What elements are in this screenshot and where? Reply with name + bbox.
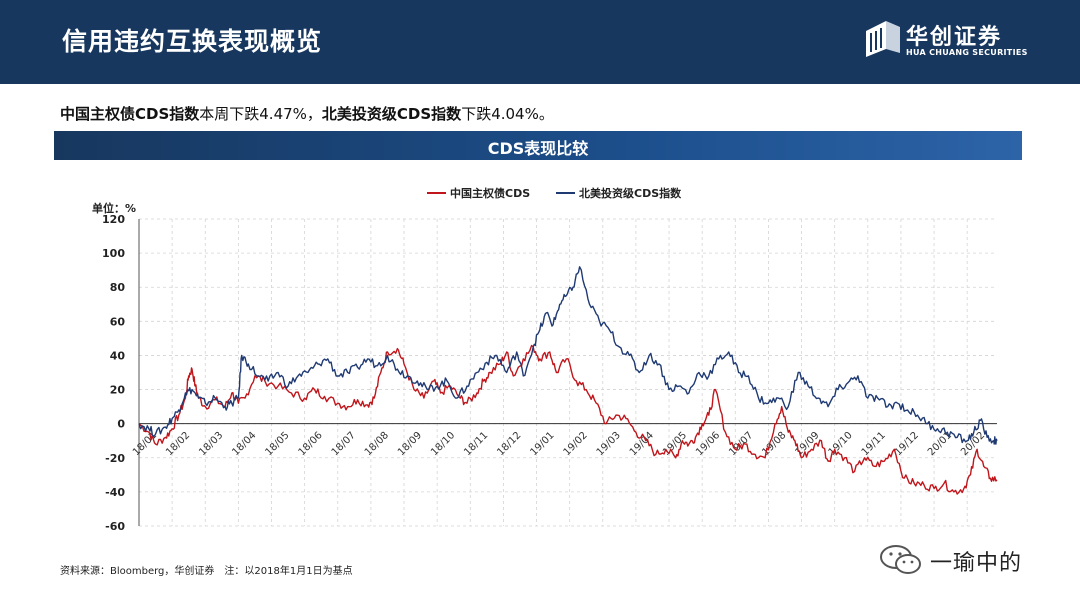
x-tick-label: 19/12 (893, 430, 921, 458)
y-tick-label: 100 (102, 247, 125, 260)
y-tick-label: 40 (110, 349, 126, 362)
chart-grid (139, 218, 997, 527)
brand-name-cn: 华创证券 (906, 25, 1003, 50)
header-bar: 信用违约互换表现概览 华创证券 HUA CHUANG SECURITIES (0, 0, 1080, 84)
summary-na-label: 北美投资级CDS指数 (321, 105, 462, 123)
chart-series (138, 266, 998, 495)
source-note: 资料来源：Bloomberg，华创证券 注：以2018年1月1日为基点 (60, 566, 353, 577)
page-title: 信用违约互换表现概览 (62, 27, 323, 56)
y-tick-label: 0 (117, 418, 125, 431)
section-band: CDS表现比较 (54, 131, 1022, 160)
x-tick-label: 18/11 (462, 430, 490, 458)
x-tick-label: 18/03 (197, 430, 225, 458)
x-tick-label: 18/05 (263, 430, 291, 458)
x-tick-label: 19/01 (528, 430, 556, 458)
y-tick-label: 60 (110, 315, 126, 328)
y-tick-label: -40 (105, 486, 125, 499)
summary-na-text: 下跌4.04%。 (461, 105, 554, 123)
watermark-text: 一瑜中的 (930, 551, 1023, 576)
x-tick-label: 18/10 (429, 430, 457, 458)
x-tick-label: 18/06 (297, 430, 325, 458)
y-tick-label: 80 (110, 281, 126, 294)
x-tick-label: 18/08 (363, 430, 391, 458)
summary-line: 中国主权债CDS指数本周下跌4.47%，北美投资级CDS指数下跌4.04%。 (60, 103, 554, 124)
x-tick-label: 19/11 (860, 430, 888, 458)
y-tick-label: 120 (102, 213, 125, 226)
x-tick-label: 18/12 (495, 430, 523, 458)
series-line-china (138, 344, 998, 495)
section-title: CDS表现比较 (487, 139, 589, 158)
summary-china-text: 本周下跌4.47%， (199, 105, 322, 123)
watermark: 一瑜中的 (878, 543, 1068, 579)
x-tick-label: 19/02 (562, 430, 590, 458)
series-line-na (138, 266, 998, 445)
brand-logo-icon (866, 21, 900, 57)
x-tick-label: 19/08 (760, 430, 788, 458)
y-axis-unit-label: 单位：% (92, 201, 136, 215)
x-tick-label: 18/07 (330, 430, 358, 458)
legend-label-na: 北美投资级CDS指数 (579, 186, 682, 200)
legend-label-china: 中国主权债CDS (450, 186, 530, 200)
brand-logo: 华创证券 HUA CHUANG SECURITIES (862, 19, 1052, 63)
y-tick-label: -20 (105, 452, 125, 465)
x-tick-label: 19/03 (595, 430, 623, 458)
summary-china-label: 中国主权债CDS指数 (60, 105, 200, 123)
brand-name-en: HUA CHUANG SECURITIES (906, 48, 1028, 57)
x-tick-label: 18/09 (396, 430, 424, 458)
x-tick-label: 18/04 (230, 430, 258, 458)
y-tick-label: 20 (110, 384, 126, 397)
wechat-icon (880, 545, 921, 574)
y-tick-label: -60 (105, 520, 125, 533)
chart-legend: 中国主权债CDS 北美投资级CDS指数 (427, 186, 682, 200)
